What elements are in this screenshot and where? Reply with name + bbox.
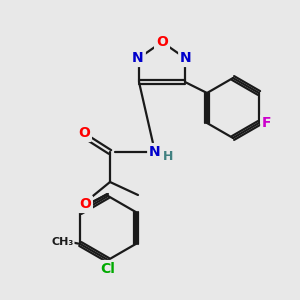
Text: N: N (180, 51, 192, 65)
Text: N: N (149, 145, 161, 159)
Text: Cl: Cl (100, 262, 116, 276)
Text: H: H (163, 151, 173, 164)
Text: CH₃: CH₃ (51, 237, 74, 247)
Text: O: O (79, 197, 91, 211)
Text: F: F (262, 116, 272, 130)
Text: N: N (132, 51, 144, 65)
Text: O: O (156, 35, 168, 49)
Text: O: O (78, 126, 90, 140)
